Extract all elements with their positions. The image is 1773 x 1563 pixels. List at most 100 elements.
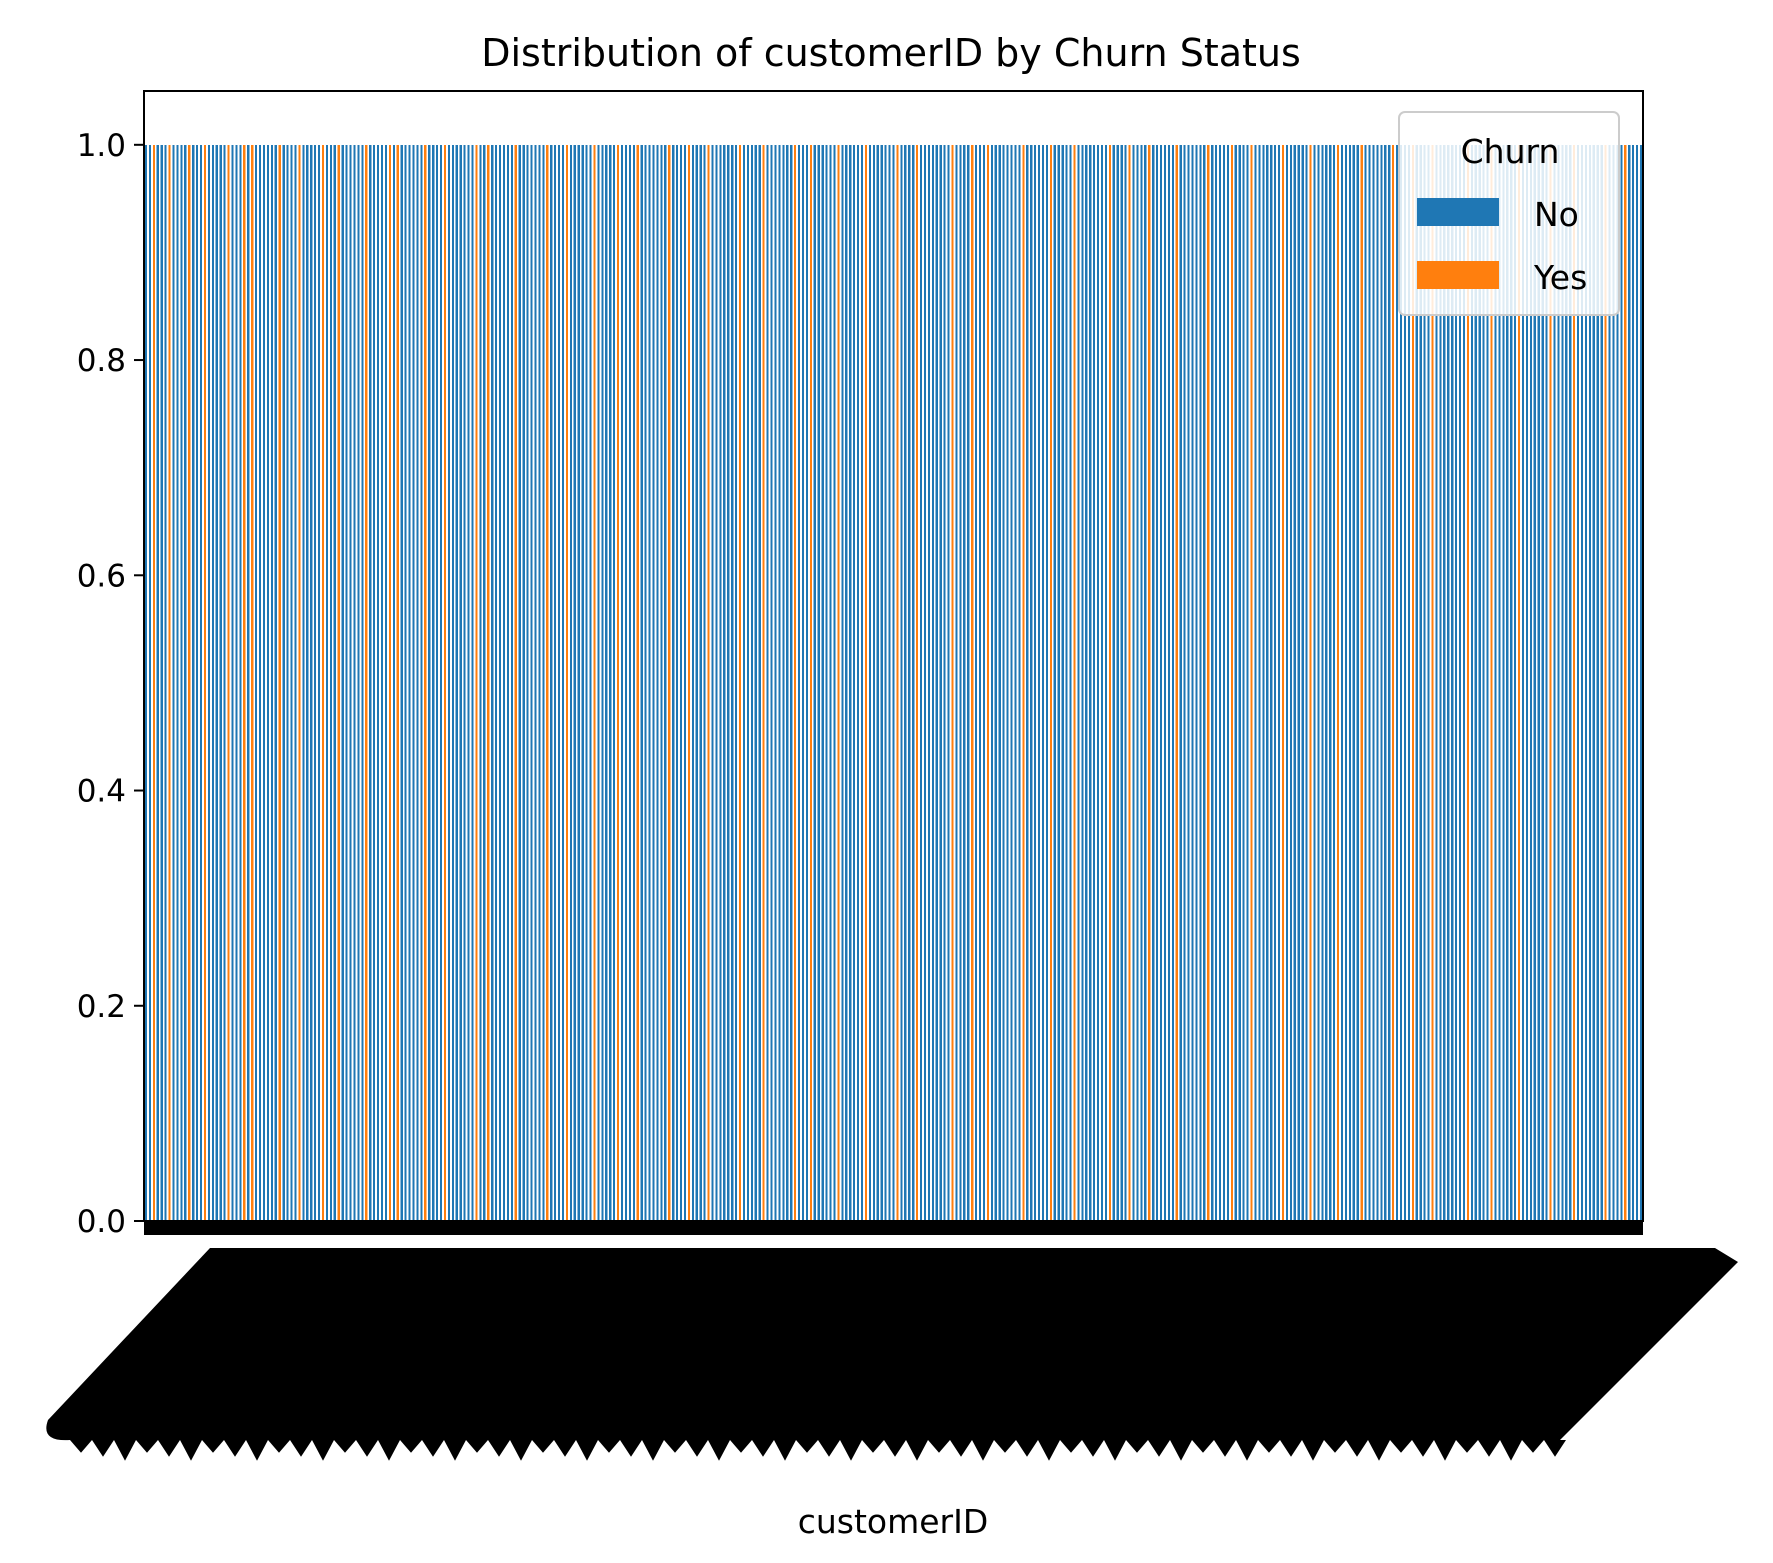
bar-churn-no <box>727 144 730 1221</box>
bar-churn-no <box>1470 144 1473 1221</box>
bar-churn-no <box>601 144 604 1221</box>
bar-churn-no <box>1510 144 1513 1221</box>
bar-churn-no <box>1085 144 1088 1221</box>
bar-churn-no <box>927 144 930 1221</box>
bar-churn-no <box>554 144 557 1221</box>
bar-churn-no <box>1262 144 1265 1221</box>
bar-churn-no <box>1242 144 1245 1221</box>
bar-churn-no <box>1498 144 1501 1221</box>
bar-churn-no <box>522 144 525 1221</box>
bar-churn-yes <box>424 144 427 1221</box>
bar-churn-yes <box>809 144 812 1221</box>
bar-churn-no <box>1246 144 1249 1221</box>
bar-churn-no <box>420 144 423 1221</box>
bar-churn-no <box>180 144 183 1221</box>
bar-churn-no <box>982 144 986 1221</box>
bar-churn-no <box>1222 144 1226 1221</box>
bar-churn-yes <box>443 144 447 1221</box>
legend-swatch-yes <box>1417 261 1499 289</box>
bar-churn-no <box>1435 144 1438 1221</box>
bar-churn-no <box>624 144 628 1221</box>
bar-churn-no <box>923 144 927 1221</box>
bar-churn-no <box>1588 144 1591 1221</box>
bar-churn-no <box>235 144 238 1221</box>
bar-churn-no <box>711 144 714 1221</box>
bar-churn-no <box>892 144 895 1221</box>
bar-churn-no <box>156 144 159 1221</box>
bar-churn-no <box>1537 144 1540 1221</box>
bar-churn-no <box>266 144 270 1221</box>
bar-churn-no <box>683 144 687 1221</box>
bar-churn-no <box>1136 144 1139 1221</box>
bar-churn-no <box>369 144 372 1221</box>
legend-title: Churn <box>1461 132 1560 171</box>
bar-churn-no <box>286 144 289 1221</box>
bar-churn-yes <box>1360 144 1363 1221</box>
bar-churn-no <box>1041 144 1045 1221</box>
bar-churn-no <box>904 144 907 1221</box>
bar-churn-no <box>1580 144 1584 1221</box>
bar-churn-no <box>1285 144 1289 1221</box>
bar-churn-no <box>605 144 608 1221</box>
bar-churn-no <box>715 144 718 1221</box>
bar-churn-no <box>1152 144 1155 1221</box>
bar-churn-yes <box>396 144 399 1221</box>
bar-churn-no <box>1533 144 1536 1221</box>
bar-churn-no <box>1451 144 1454 1221</box>
bar-churn-yes <box>278 144 281 1221</box>
bar-churn-yes <box>1549 144 1552 1221</box>
bar-churn-no <box>400 144 403 1221</box>
bar-churn-no <box>1183 144 1186 1221</box>
bar-churn-no <box>1199 144 1202 1221</box>
bar-churn-no <box>1069 144 1072 1221</box>
bar-churn-no <box>1423 144 1426 1221</box>
bar-churn-no <box>1407 144 1410 1221</box>
bar-churn-no <box>1104 144 1108 1221</box>
bar-churn-no <box>1494 144 1497 1221</box>
bar-churn-no <box>1521 144 1525 1221</box>
bar-churn-no <box>1569 144 1572 1221</box>
bar-churn-no <box>1321 144 1324 1221</box>
bar-churn-no <box>975 144 978 1221</box>
bar-churn-no <box>1399 144 1403 1221</box>
bar-churn-no <box>1045 144 1049 1221</box>
bar-churn-yes <box>1230 144 1233 1221</box>
bar-churn-no <box>1191 144 1194 1221</box>
bar-churn-no <box>908 144 911 1221</box>
bar-churn-no <box>1002 144 1005 1221</box>
bar-churn-no <box>939 144 942 1221</box>
bar-churn-no <box>672 144 675 1221</box>
x-axis-label: customerID <box>798 1502 989 1541</box>
bar-churn-no <box>211 144 214 1221</box>
bar-churn-no <box>817 144 820 1221</box>
bar-churn-no <box>990 144 993 1221</box>
bar-churn-yes <box>1148 144 1151 1221</box>
bar-churn-no <box>361 144 364 1221</box>
bar-churn-no <box>935 144 938 1221</box>
legend-swatch-no <box>1417 198 1499 226</box>
bar-churn-no <box>786 144 789 1221</box>
bar-churn-no <box>530 144 533 1221</box>
bar-churn-no <box>853 144 856 1221</box>
bar-churn-no <box>483 144 486 1221</box>
bar-churn-no <box>613 144 616 1221</box>
bar-churn-no <box>1093 144 1096 1221</box>
bar-churn-no <box>1258 144 1261 1221</box>
bar-churn-no <box>1057 144 1060 1221</box>
bar-churn-yes <box>896 144 899 1221</box>
bar-churn-no <box>542 144 545 1221</box>
plot-frame <box>143 90 1644 1222</box>
bar-churn-no <box>872 144 875 1221</box>
legend-label-yes: Yes <box>1533 258 1587 297</box>
bar-churn-no <box>1348 144 1351 1221</box>
bar-churn-no <box>1557 144 1560 1221</box>
bar-churn-yes <box>1392 144 1395 1221</box>
bar-churn-no <box>1356 144 1359 1221</box>
bar-churn-yes <box>1073 144 1076 1221</box>
bar-churn-no <box>1545 144 1548 1221</box>
bar-churn-no <box>1486 144 1489 1221</box>
bar-churn-no <box>735 144 738 1221</box>
bar-churn-no <box>318 144 321 1221</box>
bar-churn-no <box>797 144 801 1221</box>
bar-churn-no <box>1600 144 1603 1221</box>
